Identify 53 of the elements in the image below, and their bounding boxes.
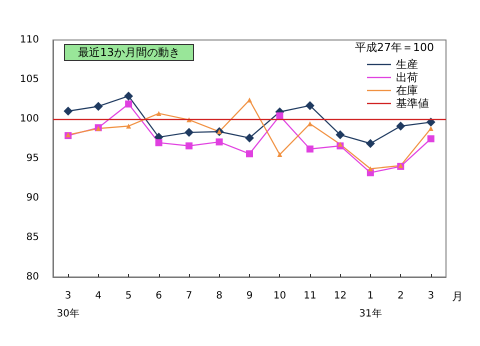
y-tick-label: 105 — [20, 74, 39, 85]
point — [64, 106, 73, 116]
point — [336, 130, 345, 140]
legend-label: 在庫 — [396, 84, 418, 97]
point — [366, 138, 375, 148]
x-tick-label: 12 — [334, 290, 347, 302]
chart-subtitle: 平成27年＝100 — [355, 41, 434, 54]
point — [306, 146, 314, 153]
point — [305, 101, 314, 110]
point — [247, 98, 252, 103]
point — [245, 133, 254, 142]
point — [126, 124, 132, 129]
legend-label: 出荷 — [396, 71, 418, 84]
x-tick-label: 11 — [304, 290, 316, 302]
point — [277, 152, 282, 158]
point — [396, 122, 406, 131]
point — [216, 138, 223, 146]
point — [426, 118, 436, 127]
point — [156, 110, 162, 116]
x-tick-label: 8 — [216, 290, 222, 302]
point — [125, 100, 132, 108]
x-tick-label: 6 — [156, 290, 162, 302]
x-tick-label: 2 — [397, 290, 404, 302]
point — [124, 92, 134, 101]
x-tick-label: 3 — [428, 290, 434, 302]
point — [338, 142, 343, 147]
y-tick-label: 90 — [26, 192, 39, 204]
point — [307, 121, 312, 126]
y-tick-label: 110 — [20, 34, 39, 46]
point — [427, 135, 434, 142]
y-tick-label: 95 — [26, 153, 39, 164]
legend-label: 生産 — [396, 58, 418, 71]
x-tick-label: 7 — [186, 290, 192, 302]
x-axis-title: 月 — [452, 290, 463, 303]
y-tick-label: 85 — [26, 232, 39, 243]
text: 最近13か月間の動き — [78, 46, 180, 59]
point — [368, 166, 373, 172]
x-tick-label: 5 — [125, 290, 132, 302]
legend-label: 基準値 — [396, 97, 429, 110]
point — [428, 126, 434, 131]
point — [155, 139, 162, 146]
point — [276, 112, 284, 120]
x-tick-label: 10 — [273, 290, 286, 302]
point — [94, 102, 103, 111]
point — [184, 128, 194, 137]
point — [246, 150, 253, 158]
x-tick-label: 4 — [95, 290, 102, 302]
point — [186, 142, 193, 150]
y-tick-label: 100 — [20, 114, 39, 124]
x-tick-label: 1 31年 — [359, 290, 382, 320]
x-tick-label: 9 — [246, 290, 253, 302]
y-tick-label: 80 — [26, 272, 39, 282]
x-tick-label: 3 30年 — [56, 290, 80, 320]
